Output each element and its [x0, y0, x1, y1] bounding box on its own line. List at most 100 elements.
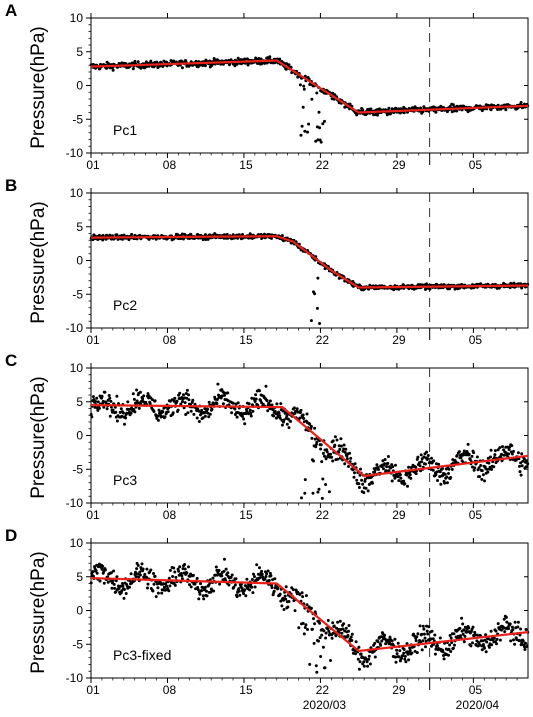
data-point: [387, 469, 391, 473]
data-point: [403, 654, 407, 658]
data-point: [455, 109, 459, 113]
data-point: [426, 632, 430, 636]
data-point: [295, 407, 299, 411]
data-point: [377, 468, 380, 471]
data-point: [321, 451, 325, 455]
data-point: [432, 459, 436, 463]
data-point: [276, 586, 280, 590]
x-tick-label: 05: [469, 508, 483, 522]
data-point: [357, 645, 361, 649]
data-point: [218, 582, 222, 586]
data-point: [111, 408, 115, 412]
data-point: [304, 623, 308, 627]
data-point: [315, 306, 319, 310]
data-point: [238, 593, 242, 597]
data-point: [397, 479, 401, 483]
data-point: [343, 450, 347, 454]
x-tick-label: 29: [392, 508, 406, 522]
data-point: [314, 664, 318, 668]
data-point: [183, 567, 187, 571]
data-point: [410, 651, 414, 655]
data-point: [309, 606, 313, 610]
data-point: [282, 418, 286, 422]
data-point: [522, 645, 526, 649]
data-point: [430, 456, 433, 460]
data-point: [212, 57, 216, 60]
data-point: [321, 645, 325, 649]
data-point: [402, 648, 406, 651]
data-point: [481, 473, 485, 477]
data-point: [183, 563, 187, 566]
data-point: [367, 657, 371, 661]
data-point: [338, 619, 342, 623]
y-tick-label: -5: [72, 462, 83, 476]
data-point: [237, 587, 241, 591]
data-point: [117, 584, 120, 588]
data-point: [489, 455, 492, 459]
data-point: [142, 394, 146, 398]
data-point: [443, 481, 447, 485]
data-point: [225, 233, 229, 236]
data-point: [384, 469, 388, 473]
data-point: [431, 468, 435, 472]
data-point: [254, 397, 258, 401]
data-point: [508, 286, 512, 290]
data-point: [436, 644, 439, 648]
data-point: [258, 576, 262, 580]
data-point: [206, 407, 210, 411]
data-point: [518, 464, 521, 468]
data-point: [137, 406, 141, 410]
data-point: [367, 654, 371, 658]
data-point: [324, 457, 328, 461]
data-point: [312, 617, 315, 621]
data-point: [427, 625, 431, 629]
data-point: [473, 630, 477, 634]
data-point: [345, 457, 349, 461]
data-point: [112, 582, 116, 586]
data-point: [321, 122, 325, 126]
data-point: [352, 475, 356, 479]
data-point: [383, 462, 387, 466]
data-point: [462, 640, 466, 644]
data-point: [390, 479, 394, 483]
data-point: [119, 407, 123, 411]
data-point: [121, 411, 125, 415]
data-point: [490, 467, 494, 471]
data-point: [354, 640, 358, 644]
data-point: [449, 650, 453, 653]
data-point: [364, 486, 368, 490]
data-point: [255, 563, 259, 567]
data-point: [376, 113, 379, 117]
data-point: [442, 657, 446, 661]
data-point: [453, 643, 456, 647]
data-point: [322, 629, 326, 633]
data-point: [507, 448, 511, 451]
data-point: [245, 577, 249, 581]
data-point: [347, 629, 350, 633]
data-point: [383, 458, 387, 461]
data-point: [156, 414, 160, 418]
data-point: [495, 642, 498, 646]
data-point: [518, 470, 522, 474]
data-point: [344, 447, 348, 451]
data-point: [414, 639, 418, 643]
data-point: [203, 64, 207, 68]
data-point: [208, 412, 212, 416]
data-point: [203, 407, 207, 411]
data-point: [330, 636, 334, 640]
data-point: [320, 496, 324, 500]
x-tick-label: 08: [163, 683, 177, 697]
data-point: [138, 570, 142, 574]
data-point: [320, 460, 324, 464]
data-point: [479, 464, 483, 467]
data-point: [162, 585, 166, 589]
data-point: [510, 625, 514, 629]
data-point: [305, 603, 309, 607]
data-point: [277, 411, 281, 415]
data-point: [421, 624, 425, 628]
data-point: [203, 585, 207, 589]
data-point: [151, 589, 155, 593]
data-point: [149, 59, 153, 63]
data-point: [212, 589, 216, 593]
